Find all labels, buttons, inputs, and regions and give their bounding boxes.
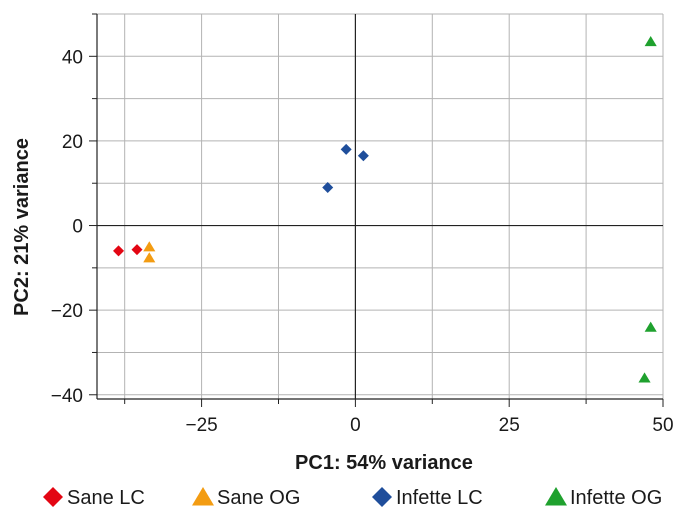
data-point-series-2 [143,252,156,263]
data-point-series-3 [357,150,369,162]
x-tick-label: 0 [350,415,361,436]
data-point-series-4 [644,36,657,47]
legend-marker-series-2 [192,487,214,506]
data-point-series-2 [143,241,156,252]
legend-label-series-2: Sane OG [217,487,300,509]
legend-label-series-1: Sane LC [67,487,145,509]
data-point-series-4 [644,321,657,332]
y-tick-label: 40 [62,47,83,68]
x-axis-title: PC1: 54% variance [295,452,473,474]
data-point-series-4 [638,372,651,383]
x-tick-label: −25 [185,415,217,436]
y-axis-title: PC2: 21% variance [11,138,33,316]
legend-label-series-4: Infette OG [570,487,662,509]
data-point-series-1 [113,245,125,257]
x-tick-label: 50 [652,415,673,436]
y-tick-label: 20 [62,132,83,153]
legend: Sane LC Sane OG Infette LC Infette OG [43,487,662,509]
legend-label-series-3: Infette LC [396,487,483,509]
axes [89,13,664,407]
legend-marker-series-4 [545,487,567,506]
y-tick-label: −20 [51,301,83,322]
grid [97,13,664,399]
data-points [113,36,657,383]
y-tick-label: −40 [51,386,83,407]
tick-labels: −25 0 25 50 −40 −20 0 20 40 [51,47,674,436]
legend-marker-series-3 [372,487,392,507]
x-tick-label: 25 [499,415,520,436]
y-tick-label: 0 [72,217,83,238]
data-point-series-3 [340,143,352,155]
legend-marker-series-1 [43,487,63,507]
data-point-series-3 [322,181,334,193]
data-point-series-1 [131,244,143,256]
